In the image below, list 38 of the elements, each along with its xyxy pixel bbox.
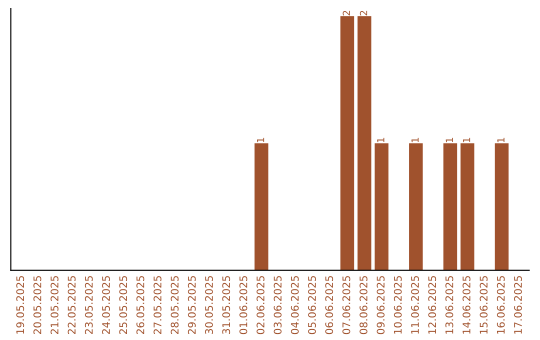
x-tick-label: 10.06.2025 — [394, 276, 402, 334]
x-tick-label: 28.05.2025 — [170, 276, 179, 334]
data-label: 1 — [412, 138, 419, 142]
x-tick-label: 08.06.2025 — [360, 276, 368, 334]
x-tick-label: 31.05.2025 — [222, 276, 230, 334]
data-label: 2 — [342, 10, 350, 16]
x-tick-label: 25.05.2025 — [119, 276, 128, 334]
data-label: 1 — [463, 138, 470, 142]
x-tick-label: 23.05.2025 — [84, 276, 93, 334]
x-tick-label: 22.05.2025 — [68, 276, 76, 334]
x-tick-label: 13.06.2025 — [445, 276, 454, 334]
x-tick-label: 26.05.2025 — [136, 276, 144, 334]
x-tick-label: 09.06.2025 — [376, 276, 385, 334]
data-label: 2 — [360, 10, 368, 16]
x-tick-label: 24.05.2025 — [102, 276, 110, 334]
data-label: 1 — [446, 138, 453, 142]
x-tick-label: 14.06.2025 — [462, 276, 470, 334]
x-tick-label: 29.05.2025 — [188, 276, 196, 334]
x-tick-label: 15.06.2025 — [480, 276, 488, 334]
x-tick-label: 04.06.2025 — [290, 276, 299, 334]
x-tick-label: 21.05.2025 — [50, 276, 58, 334]
x-tick-label: 17.06.2025 — [514, 276, 522, 334]
x-tick-label: 20.05.2025 — [33, 276, 42, 334]
x-tick-label: 27.05.2025 — [154, 276, 162, 334]
data-label: 1 — [497, 138, 504, 142]
data-label: 1 — [257, 138, 264, 142]
x-tick-label: 30.05.2025 — [205, 276, 213, 334]
x-tick-label: 05.06.2025 — [308, 276, 316, 334]
data-label: 1 — [377, 138, 384, 142]
x-tick-label: 12.06.2025 — [428, 276, 436, 334]
x-tick-label: 19.05.2025 — [16, 276, 24, 334]
x-tick-label: 16.06.2025 — [496, 276, 505, 334]
x-tick-label: 11.06.2025 — [411, 276, 419, 334]
x-tick-label: 03.06.2025 — [274, 276, 282, 334]
x-tick-label: 06.06.2025 — [325, 276, 334, 334]
x-tick-label: 01.06.2025 — [239, 276, 248, 334]
x-tick-label: 07.06.2025 — [342, 276, 350, 334]
x-tick-label: 02.06.2025 — [256, 276, 264, 334]
